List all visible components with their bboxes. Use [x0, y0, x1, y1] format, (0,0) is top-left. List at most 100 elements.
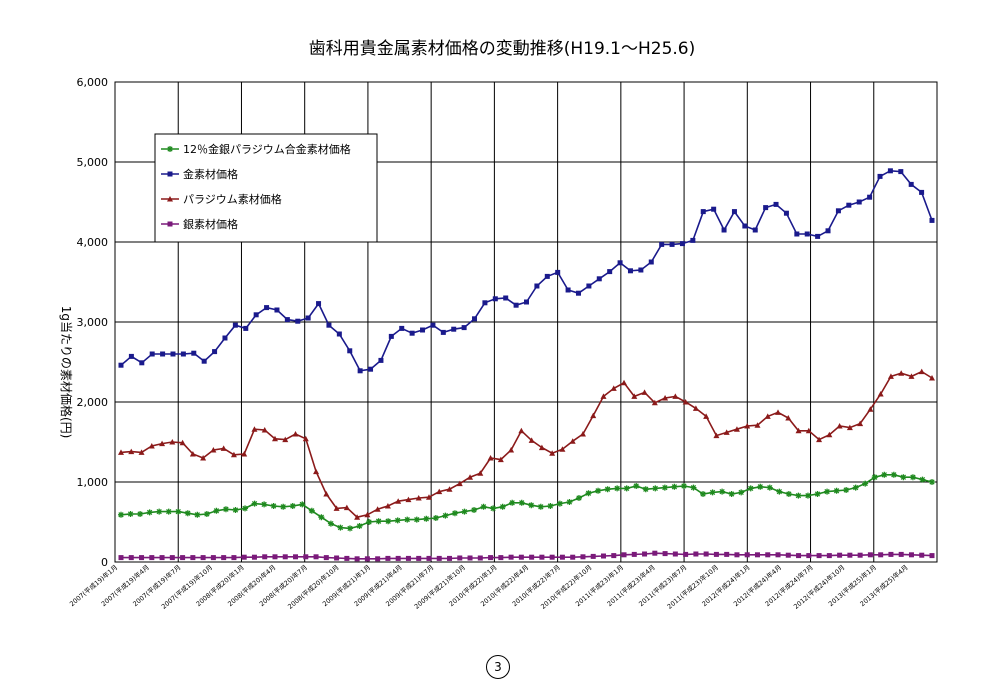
data-point — [878, 552, 884, 558]
x-tick-label: 2009(平成21)年10月 — [412, 563, 467, 611]
data-point — [442, 512, 449, 519]
data-point — [754, 552, 760, 558]
data-point — [703, 413, 710, 419]
data-point — [700, 491, 707, 497]
data-point — [118, 511, 124, 518]
data-point — [816, 553, 822, 559]
data-point — [313, 468, 320, 475]
data-point — [241, 554, 247, 560]
series-line — [120, 370, 933, 519]
data-point — [596, 276, 602, 282]
data-point — [203, 511, 210, 517]
series-3 — [118, 368, 935, 520]
data-point — [804, 492, 811, 499]
data-point — [908, 552, 914, 558]
data-point — [794, 231, 800, 237]
data-point — [354, 514, 361, 520]
data-point — [191, 350, 197, 356]
data-point — [167, 171, 173, 177]
data-point — [918, 368, 925, 375]
data-point — [282, 436, 289, 443]
data-point — [334, 555, 340, 561]
data-point — [559, 446, 566, 452]
legend-item: 12％金銀パラジウム合金素材価格 — [161, 142, 351, 156]
data-point — [118, 555, 124, 561]
data-point — [662, 395, 669, 401]
data-point — [385, 555, 391, 561]
data-point — [280, 503, 287, 510]
data-point — [253, 312, 259, 318]
data-point — [436, 488, 443, 495]
data-point — [857, 552, 863, 558]
data-point — [887, 373, 894, 379]
data-point — [690, 484, 697, 491]
data-point — [472, 316, 478, 322]
data-point — [415, 495, 422, 501]
y-tick-label: 1,000 — [77, 476, 109, 489]
data-point — [210, 555, 216, 561]
data-point — [467, 474, 474, 480]
data-point — [284, 317, 290, 323]
data-point — [426, 555, 432, 561]
data-point — [565, 287, 571, 293]
data-point — [169, 555, 175, 561]
data-point — [194, 511, 201, 518]
data-point — [261, 427, 268, 433]
data-point — [436, 555, 442, 561]
data-point — [867, 552, 873, 558]
data-point — [641, 389, 648, 395]
data-point — [847, 552, 853, 558]
data-point — [742, 223, 748, 229]
data-point — [221, 555, 227, 561]
data-point — [456, 480, 463, 487]
data-point — [374, 506, 381, 512]
data-point — [538, 444, 545, 451]
data-point — [585, 490, 592, 497]
data-point — [518, 427, 525, 434]
data-point — [652, 485, 659, 492]
data-point — [308, 507, 315, 514]
data-point — [160, 351, 166, 357]
data-point — [614, 485, 621, 492]
data-point — [326, 322, 332, 328]
data-point — [327, 520, 334, 527]
data-point — [661, 484, 668, 491]
data-point — [316, 301, 322, 307]
data-point — [457, 555, 463, 561]
data-point — [405, 555, 411, 561]
data-point — [763, 205, 769, 211]
data-point — [346, 525, 353, 532]
data-point — [570, 554, 576, 560]
data-point — [728, 491, 735, 497]
data-point — [547, 503, 554, 509]
data-point — [201, 358, 207, 364]
y-tick-label: 0 — [101, 556, 108, 569]
data-point — [395, 555, 401, 561]
data-point — [499, 503, 506, 510]
data-point — [313, 554, 319, 560]
data-point — [783, 210, 789, 216]
data-point — [222, 335, 228, 341]
data-point — [744, 423, 751, 429]
data-point — [556, 500, 563, 507]
data-point — [343, 504, 350, 511]
data-point — [482, 300, 488, 306]
legend-box — [154, 133, 378, 243]
data-point — [623, 485, 630, 492]
legend-label: 銀素材価格 — [183, 217, 238, 231]
data-point — [569, 438, 576, 444]
data-point — [446, 486, 453, 492]
data-point — [898, 169, 904, 175]
data-point — [919, 476, 926, 483]
data-point — [600, 553, 606, 559]
data-point — [529, 554, 535, 560]
data-point — [471, 507, 478, 513]
y-tick-label: 5,000 — [77, 156, 109, 169]
data-point — [242, 505, 249, 512]
x-tick-label: 2012(平成24)年10月 — [792, 563, 847, 611]
data-point — [356, 523, 363, 529]
data-point — [293, 554, 299, 560]
data-point — [222, 506, 229, 513]
data-point — [566, 499, 573, 505]
